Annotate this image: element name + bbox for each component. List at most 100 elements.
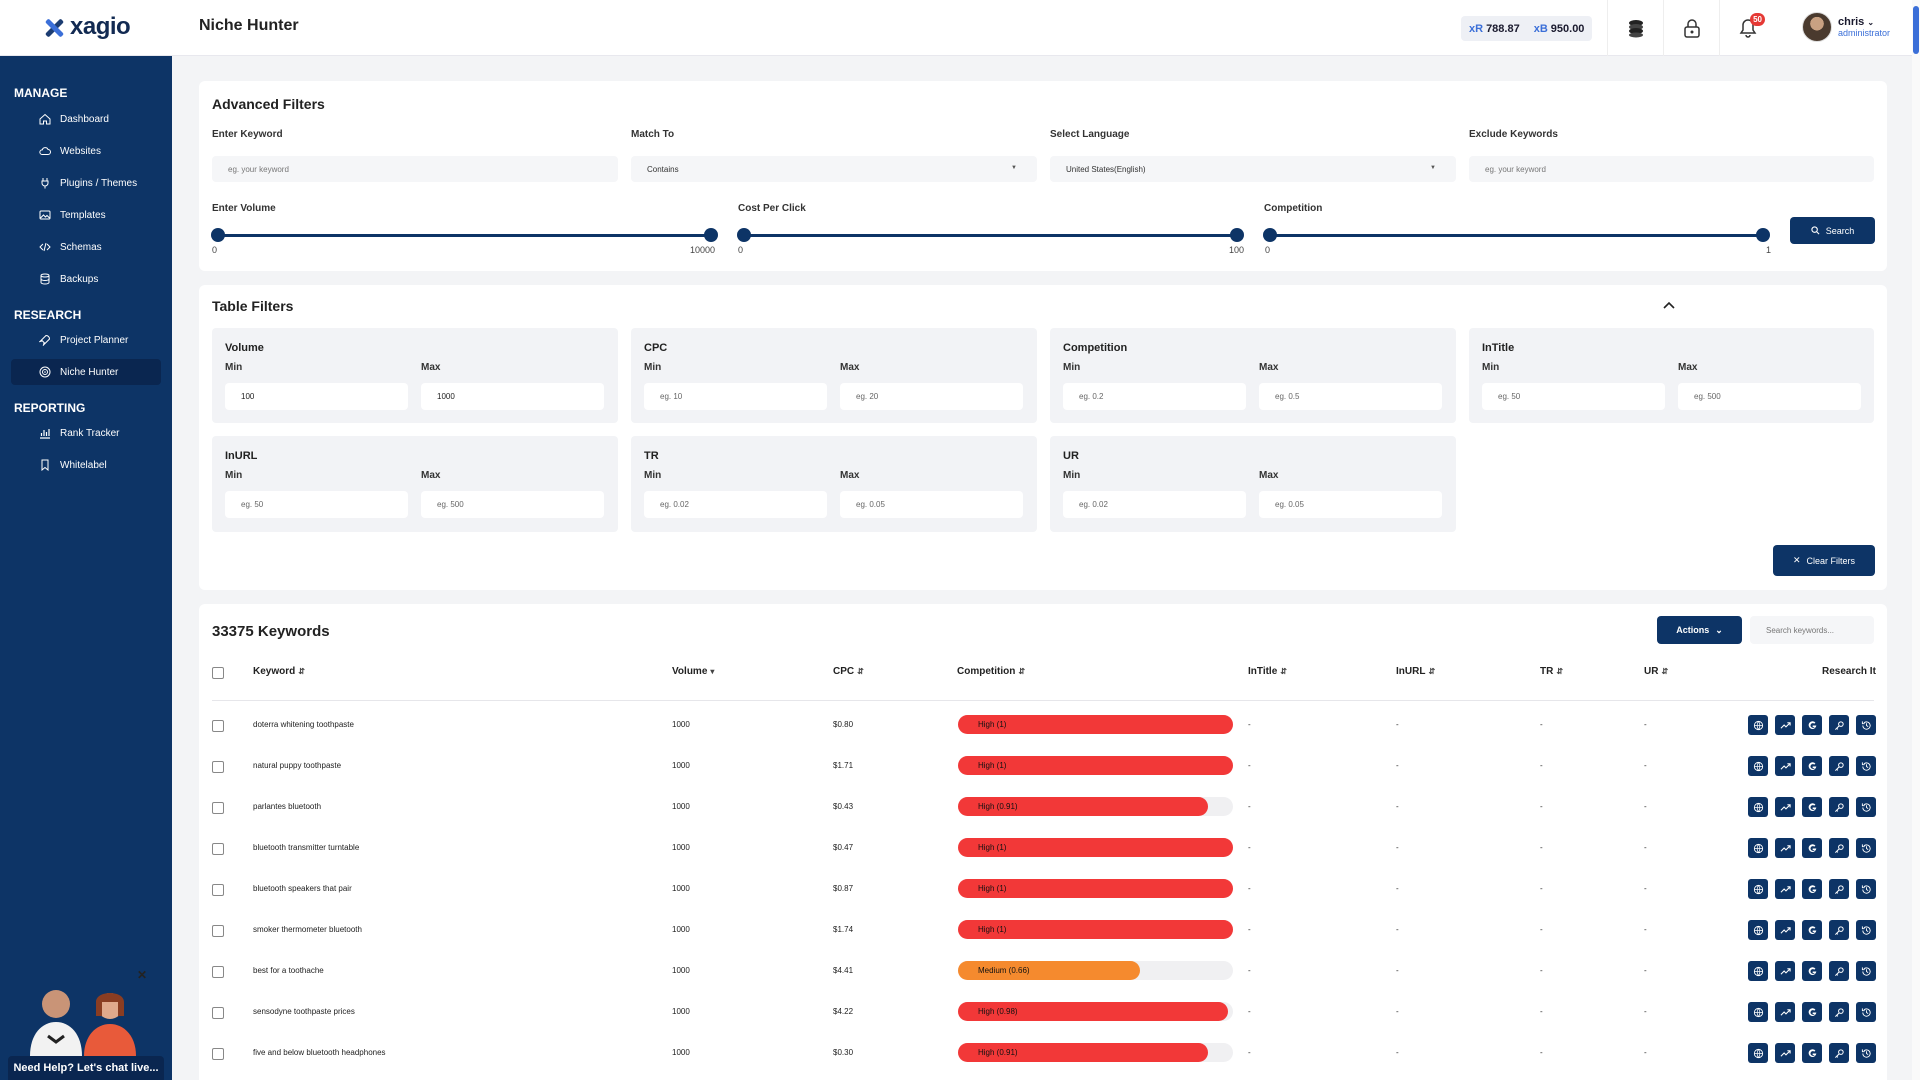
volume-min-input[interactable]: 100 <box>225 383 408 410</box>
cpc-slider-max-handle[interactable] <box>1230 228 1244 242</box>
clear-filters-button[interactable]: ✕ Clear Filters <box>1773 545 1875 576</box>
chevron-up-icon[interactable] <box>1663 301 1675 311</box>
row-checkbox[interactable] <box>212 1048 224 1060</box>
column-header-cpc[interactable]: CPC ⇵ <box>833 666 864 677</box>
column-header-competition[interactable]: Competition ⇵ <box>957 666 1026 677</box>
actions-dropdown[interactable]: Actions ⌄ <box>1657 616 1742 644</box>
sidebar-item-plugins-themes[interactable]: Plugins / Themes <box>11 170 161 196</box>
notifications-button[interactable]: 50 <box>1719 0 1775 56</box>
row-checkbox[interactable] <box>212 884 224 896</box>
coins-button[interactable] <box>1607 0 1663 56</box>
volume-slider-max-handle[interactable] <box>704 228 718 242</box>
row-checkbox[interactable] <box>212 925 224 937</box>
search-keywords-input[interactable]: Search keywords... <box>1750 616 1874 644</box>
research-google-button[interactable] <box>1802 756 1822 776</box>
research-trending-button[interactable] <box>1775 797 1795 817</box>
cpc-max-input[interactable]: eg. 20 <box>840 383 1023 410</box>
research-key-button[interactable] <box>1829 838 1849 858</box>
research-globe-button[interactable] <box>1748 1002 1768 1022</box>
research-history-button[interactable] <box>1856 715 1876 735</box>
research-history-button[interactable] <box>1856 797 1876 817</box>
research-trending-button[interactable] <box>1775 756 1795 776</box>
cpc-slider-track[interactable] <box>744 234 1237 237</box>
research-google-button[interactable] <box>1802 920 1822 940</box>
research-google-button[interactable] <box>1802 838 1822 858</box>
research-key-button[interactable] <box>1829 920 1849 940</box>
volume-max-input[interactable]: 1000 <box>421 383 604 410</box>
research-trending-button[interactable] <box>1775 961 1795 981</box>
row-checkbox[interactable] <box>212 720 224 732</box>
research-globe-button[interactable] <box>1748 1043 1768 1063</box>
research-history-button[interactable] <box>1856 1002 1876 1022</box>
column-header-volume[interactable]: Volume ▾ <box>672 666 715 677</box>
ur-max-input[interactable]: eg. 0.05 <box>1259 491 1442 518</box>
lock-button[interactable] <box>1663 0 1719 56</box>
tr-min-input[interactable]: eg. 0.02 <box>644 491 827 518</box>
keyword-input[interactable]: eg. your keyword <box>212 156 618 182</box>
row-checkbox[interactable] <box>212 1007 224 1019</box>
research-key-button[interactable] <box>1829 879 1849 899</box>
research-key-button[interactable] <box>1829 1002 1849 1022</box>
research-google-button[interactable] <box>1802 797 1822 817</box>
sidebar-item-niche-hunter[interactable]: Niche Hunter <box>11 359 161 385</box>
competition-slider-track[interactable] <box>1270 234 1763 237</box>
live-chat-button[interactable]: Need Help? Let's chat live... <box>8 1056 164 1080</box>
row-checkbox[interactable] <box>212 761 224 773</box>
volume-slider-min-handle[interactable] <box>211 228 225 242</box>
credits-badge[interactable]: xR 788.87 xB 950.00 <box>1461 16 1593 41</box>
row-checkbox[interactable] <box>212 802 224 814</box>
close-icon[interactable]: ✕ <box>137 968 148 982</box>
competition-slider-max-handle[interactable] <box>1756 228 1770 242</box>
research-globe-button[interactable] <box>1748 961 1768 981</box>
sidebar-item-templates[interactable]: Templates <box>11 202 161 228</box>
column-header-tr[interactable]: TR ⇵ <box>1540 666 1564 677</box>
page-scrollbar[interactable] <box>1912 0 1920 1080</box>
column-header-inurl[interactable]: InURL ⇵ <box>1396 666 1436 677</box>
row-checkbox[interactable] <box>212 843 224 855</box>
column-header-intitle[interactable]: InTitle ⇵ <box>1248 666 1287 677</box>
research-history-button[interactable] <box>1856 879 1876 899</box>
research-trending-button[interactable] <box>1775 1043 1795 1063</box>
sidebar-item-rank-tracker[interactable]: Rank Tracker <box>11 420 161 446</box>
research-globe-button[interactable] <box>1748 756 1768 776</box>
research-trending-button[interactable] <box>1775 715 1795 735</box>
sidebar-item-whitelabel[interactable]: Whitelabel <box>11 452 161 478</box>
user-menu[interactable]: chris ⌄ administrator <box>1802 12 1890 42</box>
match-to-select[interactable]: Contains ▼ <box>631 156 1037 182</box>
research-google-button[interactable] <box>1802 1043 1822 1063</box>
competition-min-input[interactable]: eg. 0.2 <box>1063 383 1246 410</box>
research-trending-button[interactable] <box>1775 920 1795 940</box>
research-globe-button[interactable] <box>1748 879 1768 899</box>
competition-slider-min-handle[interactable] <box>1263 228 1277 242</box>
research-history-button[interactable] <box>1856 961 1876 981</box>
research-google-button[interactable] <box>1802 961 1822 981</box>
research-google-button[interactable] <box>1802 715 1822 735</box>
inurl-max-input[interactable]: eg. 500 <box>421 491 604 518</box>
competition-max-input[interactable]: eg. 0.5 <box>1259 383 1442 410</box>
research-key-button[interactable] <box>1829 715 1849 735</box>
sidebar-item-dashboard[interactable]: Dashboard <box>11 106 161 132</box>
logo[interactable]: xagio <box>44 13 131 41</box>
research-history-button[interactable] <box>1856 756 1876 776</box>
sidebar-item-backups[interactable]: Backups <box>11 266 161 292</box>
row-checkbox[interactable] <box>212 966 224 978</box>
research-key-button[interactable] <box>1829 961 1849 981</box>
sidebar-item-project-planner[interactable]: Project Planner <box>11 327 161 353</box>
intitle-min-input[interactable]: eg. 50 <box>1482 383 1665 410</box>
research-history-button[interactable] <box>1856 838 1876 858</box>
volume-slider-track[interactable] <box>218 234 711 237</box>
ur-min-input[interactable]: eg. 0.02 <box>1063 491 1246 518</box>
language-select[interactable]: United States(English) ▼ <box>1050 156 1456 182</box>
research-globe-button[interactable] <box>1748 838 1768 858</box>
research-key-button[interactable] <box>1829 1043 1849 1063</box>
research-globe-button[interactable] <box>1748 797 1768 817</box>
cpc-min-input[interactable]: eg. 10 <box>644 383 827 410</box>
research-trending-button[interactable] <box>1775 879 1795 899</box>
column-header-keyword[interactable]: Keyword ⇵ <box>253 666 305 677</box>
cpc-slider-min-handle[interactable] <box>737 228 751 242</box>
exclude-keywords-input[interactable]: eg. your keyword <box>1469 156 1874 182</box>
research-key-button[interactable] <box>1829 797 1849 817</box>
research-google-button[interactable] <box>1802 879 1822 899</box>
research-history-button[interactable] <box>1856 920 1876 940</box>
select-all-checkbox[interactable] <box>212 667 224 679</box>
